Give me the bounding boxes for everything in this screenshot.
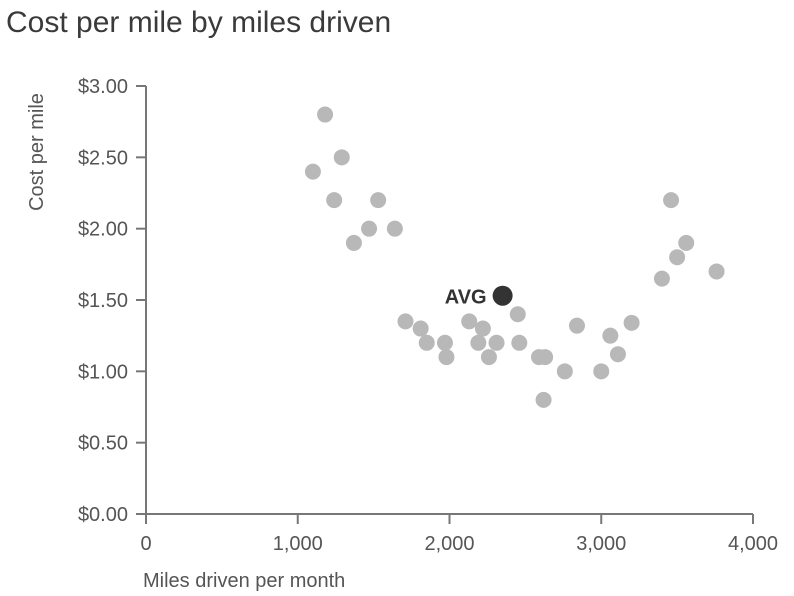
x-tick-label: 4,000: [728, 533, 778, 555]
y-tick-label: $0.50: [78, 433, 128, 455]
data-point: [535, 391, 552, 408]
data-point: [361, 220, 378, 237]
data-point: [678, 234, 695, 251]
x-tick-label: 2,000: [424, 533, 474, 555]
data-point: [304, 163, 321, 180]
data-point: [333, 149, 350, 166]
data-point: [326, 192, 343, 209]
average-marker-group: AVG: [445, 285, 513, 309]
data-point: [397, 313, 414, 330]
data-point: [470, 334, 487, 351]
data-point: [653, 270, 670, 287]
data-point: [480, 349, 497, 366]
data-point: [386, 220, 403, 237]
average-label: AVG: [445, 287, 487, 309]
data-point: [602, 327, 619, 344]
data-point: [461, 313, 478, 330]
y-tick-label: $2.50: [78, 147, 128, 169]
data-point: [418, 334, 435, 351]
data-point: [663, 192, 680, 209]
y-tick-label: $2.00: [78, 219, 128, 241]
data-point: [438, 349, 455, 366]
data-point: [511, 334, 528, 351]
y-tick-label: $1.50: [78, 290, 128, 312]
data-points: [304, 106, 725, 408]
data-point: [537, 349, 554, 366]
x-tick-label: 0: [140, 533, 151, 555]
average-marker: [492, 285, 513, 306]
y-tick-label: $1.00: [78, 361, 128, 383]
data-point: [509, 306, 526, 323]
data-point: [412, 320, 429, 337]
data-point: [568, 317, 585, 334]
data-point: [488, 334, 505, 351]
y-tick-label: $0.00: [78, 504, 128, 526]
y-axis: $0.00 $0.50 $1.00 $1.50 $2.00 $2.50 $3.00: [78, 76, 147, 526]
data-point: [474, 320, 491, 337]
data-point: [593, 363, 610, 380]
data-point: [317, 106, 334, 123]
data-point: [708, 263, 725, 280]
y-axis-label: Cost per mile: [26, 93, 48, 211]
x-axis: 0 1,000 2,000 3,000 4,000: [140, 513, 778, 555]
x-axis-label: Miles driven per month: [143, 570, 345, 592]
x-tick-label: 1,000: [273, 533, 323, 555]
data-point: [623, 314, 640, 331]
data-point: [345, 234, 362, 251]
data-point: [556, 363, 573, 380]
x-tick-label: 3,000: [576, 533, 626, 555]
data-point: [609, 346, 626, 363]
y-tick-label: $3.00: [78, 76, 128, 98]
data-point: [370, 192, 387, 209]
chart-title: Cost per mile by miles driven: [6, 6, 392, 39]
data-point: [669, 249, 686, 266]
data-point: [436, 334, 453, 351]
